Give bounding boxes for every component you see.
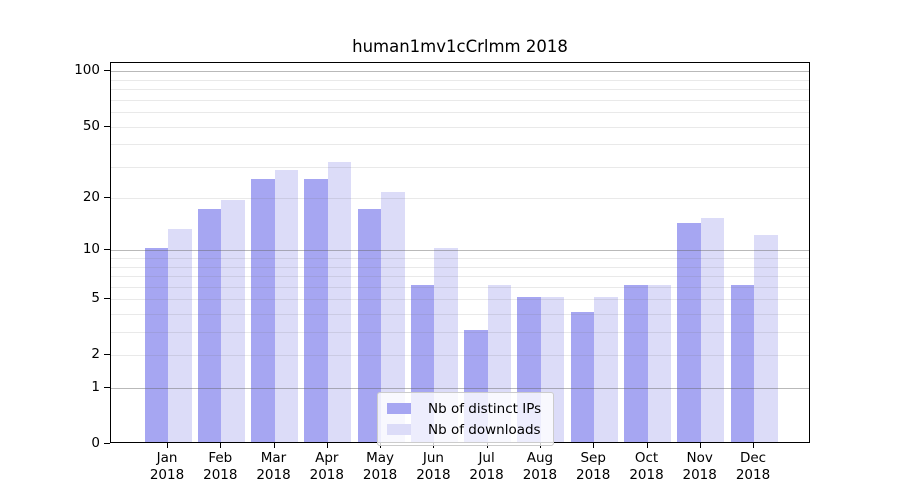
y-tick-mark (104, 249, 110, 251)
legend-item-distinct-ips: Nb of distinct IPs (387, 398, 541, 419)
x-tick-label: May 2018 (362, 450, 398, 483)
y-tick-label: 0 (91, 435, 100, 451)
y-tick-label: 2 (91, 346, 100, 363)
x-tick-label: Jan 2018 (149, 450, 185, 483)
gridline-minor (111, 299, 809, 301)
gridline-minor (111, 355, 809, 357)
bar-distinct-ips (357, 208, 382, 442)
legend-item-downloads: Nb of downloads (387, 419, 541, 440)
x-tick-label: Dec 2018 (735, 450, 771, 483)
bar-distinct-ips (730, 284, 754, 442)
bar-downloads (647, 284, 671, 442)
gridline-minor (111, 286, 809, 288)
gridline-minor (111, 314, 809, 315)
gridline-minor (111, 126, 809, 128)
y-tick-mark (104, 70, 110, 72)
y-tick-mark (104, 354, 110, 356)
bar-downloads (594, 297, 618, 442)
gridline-minor (111, 89, 809, 91)
plot-area: Nb of distinct IPs Nb of downloads (110, 62, 810, 446)
gridline-minor (111, 276, 809, 278)
y-tick-mark (104, 197, 110, 199)
x-tick-label: Oct 2018 (629, 450, 664, 483)
gridline-minor (111, 198, 809, 200)
bar-downloads (168, 228, 192, 442)
y-tick-label: 5 (91, 290, 100, 307)
x-tick-label: Nov 2018 (682, 450, 717, 483)
gridline-minor (111, 79, 809, 81)
x-tick-mark (593, 443, 595, 448)
y-tick-label: 20 (82, 189, 100, 206)
x-tick-label: Sep 2018 (576, 450, 611, 483)
legend-label-distinct-ips: Nb of distinct IPs (428, 400, 542, 417)
x-tick-label: Mar 2018 (256, 450, 291, 483)
gridline-minor (111, 266, 809, 268)
bar-downloads (274, 170, 298, 442)
x-tick-mark (273, 443, 275, 448)
y-tick-label: 50 (82, 117, 100, 134)
gridline-major (111, 71, 809, 73)
x-tick-mark (646, 443, 648, 448)
gridline-minor (111, 258, 809, 260)
legend-swatch-downloads (387, 424, 411, 435)
legend-swatch-distinct-ips (387, 403, 411, 414)
bar-distinct-ips (304, 178, 328, 442)
legend-label-downloads: Nb of downloads (428, 421, 541, 438)
gridline-minor (111, 144, 809, 146)
y-tick-mark (104, 443, 110, 444)
y-tick-mark (104, 298, 110, 300)
bar-distinct-ips (144, 248, 168, 442)
bar-distinct-ips (251, 178, 275, 442)
x-tick-label: Jun 2018 (416, 450, 451, 483)
y-tick-mark (104, 387, 110, 388)
bar-downloads (327, 162, 352, 442)
x-tick-mark (326, 443, 328, 448)
x-tick-mark (699, 443, 701, 448)
x-tick-mark (220, 443, 222, 448)
bar-downloads (700, 218, 725, 442)
x-tick-mark (167, 443, 168, 448)
x-tick-label: Jul 2018 (469, 450, 504, 483)
gridline-major (111, 388, 809, 389)
gridline-major (111, 250, 809, 252)
y-tick-label: 10 (82, 241, 100, 258)
gridline-minor (111, 166, 809, 168)
bar-distinct-ips (197, 208, 222, 442)
x-tick-label: Apr 2018 (309, 450, 344, 483)
x-tick-mark (753, 443, 754, 448)
y-tick-label: 1 (91, 379, 100, 395)
bar-distinct-ips (624, 284, 648, 442)
x-tick-label: Feb 2018 (203, 450, 238, 483)
chart-title: human1mv1cCrlmm 2018 (352, 37, 568, 56)
y-tick-label: 100 (74, 62, 100, 79)
gridline-minor (111, 112, 809, 114)
bar-downloads (754, 234, 778, 442)
bar-downloads (381, 192, 405, 442)
bar-downloads (221, 200, 245, 442)
bar-distinct-ips (677, 223, 701, 442)
legend: Nb of distinct IPs Nb of downloads (377, 392, 555, 446)
y-tick-mark (104, 125, 110, 127)
x-tick-label: Aug 2018 (522, 450, 558, 483)
bar-distinct-ips (570, 312, 595, 442)
gridline-minor (111, 332, 809, 334)
gridline-minor (111, 99, 809, 101)
